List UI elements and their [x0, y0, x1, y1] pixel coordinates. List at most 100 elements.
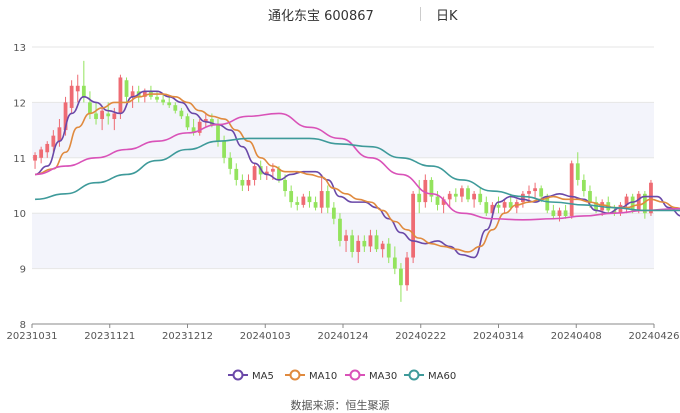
- stock-title: 通化东宝 600867: [268, 9, 374, 24]
- candle-body: [588, 191, 592, 203]
- candle-body: [69, 85, 74, 108]
- candle-body: [118, 77, 123, 114]
- candle-body: [368, 235, 373, 247]
- candle-body: [502, 202, 507, 208]
- candle-body: [338, 218, 342, 241]
- x-tick-label: 20231212: [162, 331, 213, 342]
- candle-body: [33, 155, 37, 161]
- candle-body: [581, 179, 586, 192]
- candle-body: [472, 193, 476, 200]
- period-label: 日K: [436, 9, 458, 24]
- legend-label: MA5: [252, 371, 274, 382]
- candle-body: [490, 204, 495, 214]
- candle-body: [527, 191, 531, 194]
- candle-body: [142, 91, 147, 97]
- candle-body: [563, 210, 568, 216]
- x-tick-label: 20231031: [7, 331, 58, 342]
- candle-body: [466, 188, 470, 200]
- candle-body: [411, 193, 416, 258]
- candle-body: [362, 240, 367, 247]
- candle-body: [405, 257, 409, 286]
- candle-body: [130, 91, 135, 97]
- x-tick-label: 20240408: [551, 331, 602, 342]
- candle-body: [624, 196, 629, 205]
- y-tick-label: 9: [20, 265, 26, 276]
- candle-body: [344, 235, 348, 241]
- candle-body: [222, 141, 226, 158]
- y-tick-label: 13: [13, 43, 26, 54]
- candle-body: [399, 268, 403, 286]
- candle-body: [447, 193, 452, 200]
- candle-body: [386, 243, 391, 258]
- candle-body: [356, 240, 361, 252]
- candle-body: [210, 119, 214, 125]
- candle-body: [289, 191, 294, 203]
- candle-body: [88, 102, 92, 114]
- candle-body: [112, 113, 117, 120]
- x-tick-label: 20240124: [318, 331, 369, 342]
- candle-body: [618, 204, 623, 214]
- candle-body: [307, 196, 312, 203]
- candle-body: [191, 127, 196, 133]
- candle-body: [234, 168, 239, 180]
- candle-body: [240, 179, 245, 186]
- candle-body: [649, 182, 653, 214]
- candle-body: [325, 191, 330, 208]
- candle-body: [313, 202, 318, 208]
- x-tick-label: 20240103: [240, 331, 291, 342]
- candle-body: [441, 199, 446, 205]
- candle-body: [100, 110, 105, 120]
- candle-body: [197, 121, 202, 133]
- candle-body: [423, 179, 428, 203]
- legend-marker: [349, 369, 361, 381]
- x-tick-label: 20240426: [629, 331, 680, 342]
- candle-body: [350, 235, 355, 252]
- candle-body: [539, 188, 544, 197]
- candle-body: [392, 257, 397, 269]
- legend-label: MA30: [369, 371, 397, 382]
- candle-body: [484, 202, 489, 214]
- ma-line-ma5: [34, 90, 680, 259]
- candle-body: [496, 204, 501, 208]
- candle-body: [545, 196, 550, 211]
- candle-body: [612, 210, 617, 214]
- y-tick-label: 11: [13, 154, 26, 165]
- candle-body: [75, 85, 80, 92]
- chart-header: 通化东宝 600867 日K: [0, 5, 680, 25]
- candle-body: [45, 143, 50, 153]
- candle-body: [295, 202, 300, 205]
- candle-body: [521, 193, 525, 203]
- title-separator: [420, 7, 421, 21]
- legend-marker: [232, 369, 244, 381]
- candle-body: [203, 119, 208, 122]
- candle-body: [331, 207, 336, 219]
- candle-body: [94, 113, 98, 120]
- candle-body: [39, 149, 44, 158]
- candle-body: [551, 210, 556, 216]
- data-source: 数据来源：恒生聚源: [290, 399, 390, 412]
- x-tick-label: 20240314: [473, 331, 524, 342]
- candle-body: [533, 188, 537, 192]
- ma-line-ma10: [35, 93, 680, 253]
- x-tick-label: 20231121: [84, 331, 135, 342]
- candle-body: [301, 196, 306, 205]
- candle-body: [429, 179, 434, 197]
- candle-body: [228, 157, 233, 169]
- ma-line-ma30: [35, 112, 680, 221]
- y-tick-label: 8: [20, 320, 26, 331]
- candle-body: [478, 193, 483, 203]
- candle-body: [173, 105, 178, 111]
- candle-body: [270, 168, 275, 172]
- candle-body: [51, 135, 56, 147]
- candle-body: [642, 193, 647, 214]
- candle-body: [106, 113, 111, 117]
- candle-body: [161, 99, 165, 103]
- candle-body: [508, 202, 513, 208]
- candle-body: [155, 96, 159, 100]
- candle-body: [252, 166, 257, 180]
- candle-body: [264, 171, 269, 175]
- candle-body: [81, 85, 86, 97]
- candle-body: [167, 102, 172, 106]
- candle-body: [179, 110, 184, 117]
